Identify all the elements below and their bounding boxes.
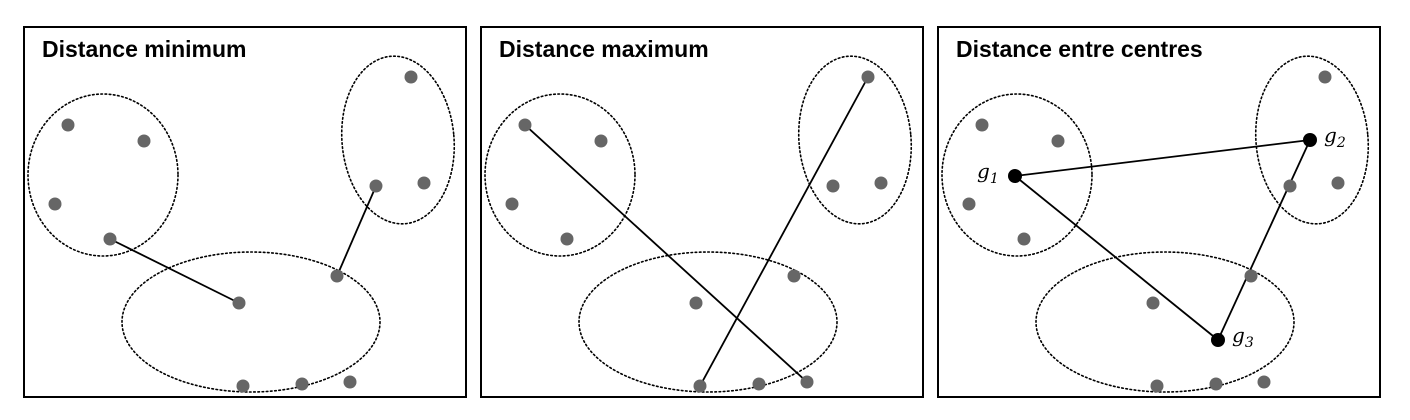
- data-point-bottom: [787, 269, 801, 283]
- centroid-index: 1: [990, 171, 999, 187]
- data-point-bottom: [236, 379, 250, 393]
- data-point-left: [560, 232, 574, 246]
- cluster-left-outline: [27, 93, 179, 257]
- panel-distance-maximum: Distance maximum: [480, 26, 924, 398]
- data-point-left: [1051, 134, 1065, 148]
- centroid-point: [1303, 133, 1317, 147]
- data-point-left: [518, 118, 532, 132]
- linkage-distance-line: [524, 124, 808, 383]
- centroid-index: 3: [1245, 335, 1254, 351]
- linkage-distance-line: [699, 76, 869, 387]
- data-point-left: [137, 134, 151, 148]
- data-point-bottom: [689, 296, 703, 310]
- cluster-left-outline: [941, 93, 1093, 257]
- data-point-left: [1017, 232, 1031, 246]
- centroid-point: [1008, 169, 1022, 183]
- data-point-left: [61, 118, 75, 132]
- data-point-right: [404, 70, 418, 84]
- data-point-bottom: [330, 269, 344, 283]
- cluster-bottom-outline: [1035, 251, 1295, 393]
- data-point-right: [1331, 176, 1345, 190]
- data-point-left: [103, 232, 117, 246]
- data-point-left: [962, 197, 976, 211]
- cluster-right-outline: [797, 55, 913, 225]
- data-point-bottom: [752, 377, 766, 391]
- centroid-distance-line: [1014, 139, 1311, 177]
- diagram-canvas: [484, 55, 913, 393]
- data-point-right: [1283, 179, 1297, 193]
- data-point-bottom: [1150, 379, 1164, 393]
- centroid-point: [1211, 333, 1225, 347]
- data-point-left: [48, 197, 62, 211]
- centroid-symbol: g: [1232, 323, 1245, 347]
- centroid-symbol: g: [977, 159, 990, 183]
- linkage-distance-line: [109, 238, 240, 304]
- cluster-bottom-outline: [578, 251, 838, 393]
- data-point-bottom: [1257, 375, 1271, 389]
- data-point-right: [826, 179, 840, 193]
- centroid-distance-line: [1014, 175, 1219, 341]
- data-point-bottom: [800, 375, 814, 389]
- data-point-bottom: [295, 377, 309, 391]
- centroid-label: g2: [1324, 123, 1346, 151]
- data-point-right: [874, 176, 888, 190]
- data-point-bottom: [1244, 269, 1258, 283]
- data-point-right: [369, 179, 383, 193]
- data-point-left: [505, 197, 519, 211]
- data-point-right: [861, 70, 875, 84]
- linkage-distance-line: [336, 185, 377, 277]
- centroid-index: 2: [1336, 135, 1346, 151]
- data-point-bottom: [1209, 377, 1223, 391]
- cluster-bottom-outline: [121, 251, 381, 393]
- centroid-label: g3: [1232, 323, 1254, 351]
- data-point-bottom: [1146, 296, 1160, 310]
- centroid-distance-line: [1217, 139, 1311, 341]
- panel-distance-entre-centres: Distance entre centres g1 g2 g3: [937, 26, 1381, 398]
- data-point-bottom: [343, 375, 357, 389]
- cluster-right-outline: [1254, 55, 1370, 225]
- data-point-left: [594, 134, 608, 148]
- centroid-symbol: g: [1324, 123, 1337, 147]
- panel-title: Distance maximum: [499, 36, 709, 62]
- data-point-right: [1318, 70, 1332, 84]
- panel-title: Distance minimum: [42, 36, 247, 62]
- centroid-label: g1: [977, 159, 999, 187]
- panel-title: Distance entre centres: [956, 36, 1203, 62]
- panel-distance-minimum: Distance minimum: [23, 26, 467, 398]
- data-point-right: [417, 176, 431, 190]
- data-point-bottom: [693, 379, 707, 393]
- diagram-canvas: [27, 55, 456, 393]
- cluster-left-outline: [484, 93, 636, 257]
- cluster-right-outline: [340, 55, 456, 225]
- data-point-left: [975, 118, 989, 132]
- data-point-bottom: [232, 296, 246, 310]
